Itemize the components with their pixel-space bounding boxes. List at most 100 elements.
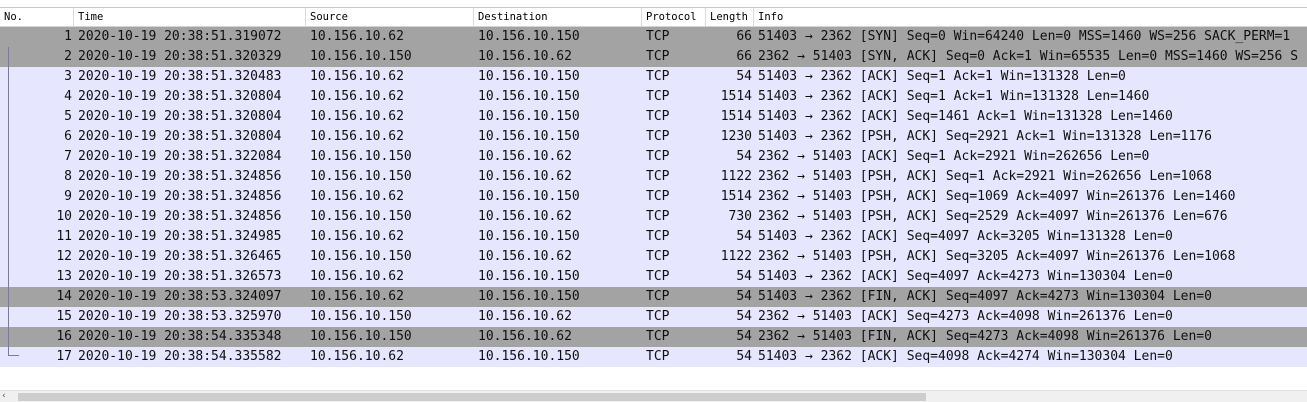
column-header-source[interactable]: Source <box>306 8 474 26</box>
packet-destination: 10.156.10.150 <box>478 129 580 144</box>
conversation-line-icon <box>8 167 20 187</box>
packet-row[interactable]: 11 2020-10-19 20:38:51.324985 10.156.10.62… <box>0 227 1307 247</box>
packet-protocol: TCP <box>646 129 670 144</box>
packet-number: 16 <box>56 329 72 344</box>
packet-time: 2020-10-19 20:38:51.320804 <box>78 129 282 144</box>
packet-row[interactable]: 14 2020-10-19 20:38:53.324097 10.156.10.62… <box>0 287 1307 307</box>
packet-length: 1514 <box>720 189 752 204</box>
packet-row[interactable]: 17 2020-10-19 20:38:54.335582 10.156.10.62… <box>0 347 1307 367</box>
packet-source: 10.156.10.62 <box>310 29 404 44</box>
conversation-line-icon <box>8 127 20 147</box>
packet-destination: 10.156.10.150 <box>478 29 580 44</box>
packet-info: 2362 → 51403 [SYN, ACK] Seq=0 Ack=1 Win=… <box>758 49 1299 64</box>
packet-row[interactable]: 10 2020-10-19 20:38:51.324856 10.156.10.15… <box>0 207 1307 227</box>
packet-row[interactable]: 12 2020-10-19 20:38:51.326465 10.156.10.15… <box>0 247 1307 267</box>
packet-length: 1122 <box>720 249 752 264</box>
packet-destination: 10.156.10.150 <box>478 89 580 104</box>
packet-row[interactable]: 2 2020-10-19 20:38:51.320329 10.156.10.150… <box>0 47 1307 67</box>
packet-length: 54 <box>736 69 752 84</box>
packet-length: 54 <box>736 229 752 244</box>
packet-protocol: TCP <box>646 169 670 184</box>
packet-number: 6 <box>64 129 72 144</box>
packet-number: 8 <box>64 169 72 184</box>
scrollbar-thumb[interactable] <box>18 393 926 401</box>
scroll-left-arrow-icon[interactable]: ‹ <box>2 391 6 401</box>
packet-time: 2020-10-19 20:38:54.335348 <box>78 329 282 344</box>
packet-destination: 10.156.10.150 <box>478 349 580 364</box>
packet-number: 10 <box>56 209 72 224</box>
column-header-protocol[interactable]: Protocol <box>642 8 706 26</box>
conversation-line-icon <box>8 227 20 247</box>
packet-info: 51403 → 2362 [ACK] Seq=4098 Ack=4274 Win… <box>758 349 1173 364</box>
packet-time: 2020-10-19 20:38:53.324097 <box>78 289 282 304</box>
packet-source: 10.156.10.62 <box>310 109 404 124</box>
packet-number: 1 <box>64 29 72 44</box>
packet-row[interactable]: 8 2020-10-19 20:38:51.324856 10.156.10.150… <box>0 167 1307 187</box>
conversation-line-icon <box>8 187 20 207</box>
packet-source: 10.156.10.62 <box>310 89 404 104</box>
packet-row[interactable]: 1 2020-10-19 20:38:51.319072 10.156.10.62 1… <box>0 27 1307 47</box>
packet-row[interactable]: 3 2020-10-19 20:38:51.320483 10.156.10.62 1… <box>0 67 1307 87</box>
packet-number: 17 <box>56 349 72 364</box>
packet-time: 2020-10-19 20:38:51.326573 <box>78 269 282 284</box>
column-header-no[interactable]: No. <box>0 8 74 26</box>
column-header-destination[interactable]: Destination <box>474 8 642 26</box>
packet-length: 66 <box>736 49 752 64</box>
packet-info: 51403 → 2362 [ACK] Seq=1 Ack=1 Win=13132… <box>758 69 1126 84</box>
packet-source: 10.156.10.150 <box>310 209 412 224</box>
conversation-line-icon <box>8 147 20 167</box>
packet-source: 10.156.10.150 <box>310 309 412 324</box>
packet-list: 1 2020-10-19 20:38:51.319072 10.156.10.62 1… <box>0 27 1307 367</box>
packet-protocol: TCP <box>646 249 670 264</box>
horizontal-scrollbar[interactable]: ‹ <box>0 390 1307 402</box>
packet-length: 54 <box>736 149 752 164</box>
packet-length: 1230 <box>720 129 752 144</box>
packet-info: 2362 → 51403 [ACK] Seq=4273 Ack=4098 Win… <box>758 309 1173 324</box>
packet-info: 2362 → 51403 [ACK] Seq=1 Ack=2921 Win=26… <box>758 149 1150 164</box>
toolbar-remnant <box>0 0 1307 8</box>
packet-length: 1514 <box>720 89 752 104</box>
column-header-time[interactable]: Time <box>74 8 306 26</box>
packet-protocol: TCP <box>646 229 670 244</box>
packet-length: 54 <box>736 349 752 364</box>
packet-info: 2362 → 51403 [PSH, ACK] Seq=2529 Ack=409… <box>758 209 1228 224</box>
packet-protocol: TCP <box>646 69 670 84</box>
packet-time: 2020-10-19 20:38:51.322084 <box>78 149 282 164</box>
packet-row[interactable]: 5 2020-10-19 20:38:51.320804 10.156.10.62 1… <box>0 107 1307 127</box>
packet-protocol: TCP <box>646 189 670 204</box>
packet-info: 51403 → 2362 [ACK] Seq=4097 Ack=3205 Win… <box>758 229 1173 244</box>
packet-row[interactable]: 13 2020-10-19 20:38:51.326573 10.156.10.62… <box>0 267 1307 287</box>
packet-time: 2020-10-19 20:38:51.326465 <box>78 249 282 264</box>
packet-source: 10.156.10.62 <box>310 229 404 244</box>
packet-source: 10.156.10.62 <box>310 349 404 364</box>
packet-number: 3 <box>64 69 72 84</box>
packet-list-header: No. Time Source Destination Protocol Len… <box>0 8 1307 27</box>
packet-length: 54 <box>736 329 752 344</box>
conversation-line-icon <box>8 287 20 307</box>
packet-number: 11 <box>56 229 72 244</box>
packet-info: 2362 → 51403 [FIN, ACK] Seq=4273 Ack=409… <box>758 329 1212 344</box>
column-header-length[interactable]: Length <box>706 8 754 26</box>
packet-destination: 10.156.10.150 <box>478 289 580 304</box>
packet-time: 2020-10-19 20:38:51.320483 <box>78 69 282 84</box>
packet-row[interactable]: 9 2020-10-19 20:38:51.324856 10.156.10.62 1… <box>0 187 1307 207</box>
packet-protocol: TCP <box>646 349 670 364</box>
packet-row[interactable]: 6 2020-10-19 20:38:51.320804 10.156.10.62 1… <box>0 127 1307 147</box>
packet-number: 15 <box>56 309 72 324</box>
conversation-line-icon <box>8 207 20 227</box>
packet-info: 2362 → 51403 [PSH, ACK] Seq=1069 Ack=409… <box>758 189 1236 204</box>
packet-time: 2020-10-19 20:38:53.325970 <box>78 309 282 324</box>
packet-time: 2020-10-19 20:38:51.320804 <box>78 89 282 104</box>
packet-row[interactable]: 15 2020-10-19 20:38:53.325970 10.156.10.15… <box>0 307 1307 327</box>
packet-source: 10.156.10.62 <box>310 289 404 304</box>
packet-length: 730 <box>728 209 752 224</box>
packet-number: 9 <box>64 189 72 204</box>
packet-row[interactable]: 4 2020-10-19 20:38:51.320804 10.156.10.62 1… <box>0 87 1307 107</box>
packet-number: 2 <box>64 49 72 64</box>
packet-time: 2020-10-19 20:38:54.335582 <box>78 349 282 364</box>
packet-destination: 10.156.10.62 <box>478 329 572 344</box>
packet-row[interactable]: 7 2020-10-19 20:38:51.322084 10.156.10.150… <box>0 147 1307 167</box>
packet-row[interactable]: 16 2020-10-19 20:38:54.335348 10.156.10.15… <box>0 327 1307 347</box>
column-header-info[interactable]: Info <box>758 11 784 23</box>
packet-destination: 10.156.10.150 <box>478 269 580 284</box>
